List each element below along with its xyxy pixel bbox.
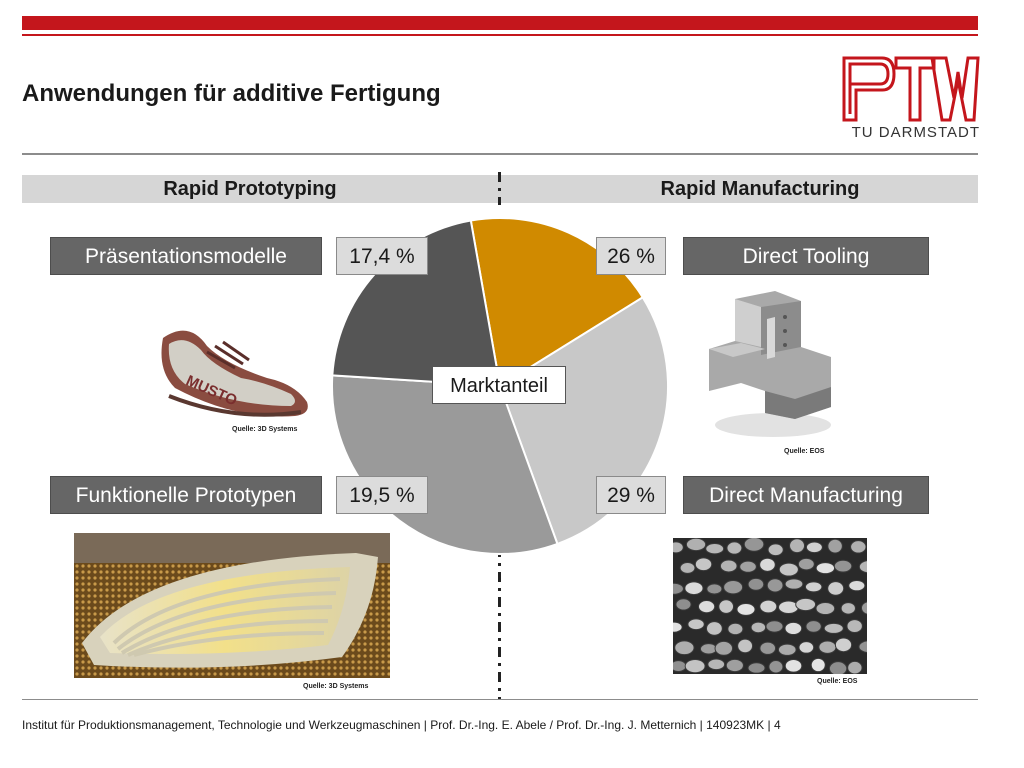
page-title: Anwendungen für additive Fertigung	[22, 80, 441, 107]
footer-text: Institut für Produktionsmanagement, Tech…	[22, 718, 781, 732]
tool-source: Quelle: EOS	[784, 448, 825, 455]
slice-value-funktionelle-prototypen: 19,5 %	[336, 476, 428, 514]
slice-label-funktionelle-prototypen: Funktionelle Prototypen	[50, 476, 322, 514]
section-rapid-manufacturing: Rapid Manufacturing	[660, 178, 860, 200]
slice-label-praesentationsmodelle: Präsentationsmodelle	[50, 237, 322, 275]
ptw-logo	[842, 56, 980, 122]
pie-center-label: Marktanteil	[432, 366, 566, 404]
parts-source: Quelle: EOS	[817, 678, 858, 685]
slice-label-direct-tooling: Direct Tooling	[683, 237, 929, 275]
shoe-source: Quelle: 3D Systems	[232, 426, 298, 433]
slice-label-direct-manufacturing: Direct Manufacturing	[683, 476, 929, 514]
grille-source: Quelle: 3D Systems	[303, 683, 369, 690]
footer-separator	[22, 699, 978, 700]
slice-value-direct-manufacturing: 29 %	[596, 476, 666, 514]
direct-tooling-image	[705, 287, 840, 445]
section-rapid-prototyping: Rapid Prototyping	[163, 178, 337, 200]
direct-manufacturing-image	[673, 538, 867, 674]
grille-image	[74, 533, 390, 678]
top-red-line	[22, 34, 978, 36]
slice-value-praesentationsmodelle: 17,4 %	[336, 237, 428, 275]
slice-value-direct-tooling: 26 %	[596, 237, 666, 275]
logo-text: TU DARMSTADT	[851, 124, 980, 141]
shoe-image: MUSTO	[145, 298, 315, 423]
header-separator	[22, 153, 978, 155]
top-red-bar	[22, 16, 978, 30]
